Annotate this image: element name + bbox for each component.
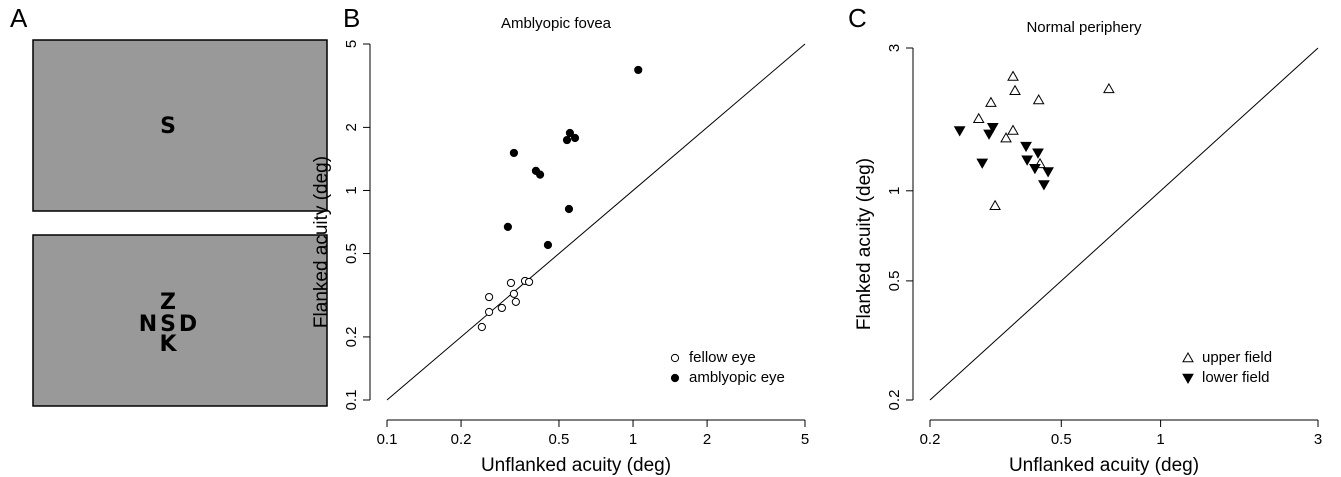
x-tick-label: 2 xyxy=(703,431,711,448)
legend-marker xyxy=(1182,351,1194,363)
point xyxy=(985,96,997,107)
point xyxy=(477,322,486,332)
x-tick-label: 5 xyxy=(801,431,809,448)
point xyxy=(1009,84,1021,95)
point xyxy=(1042,167,1054,178)
identity-line xyxy=(929,47,1319,401)
y-tick-label: 3 xyxy=(886,44,903,52)
point xyxy=(989,199,1001,211)
target-letter: S xyxy=(160,114,176,139)
point xyxy=(976,158,989,169)
point xyxy=(1007,70,1019,81)
y-axis-label: Flanked acuity (deg) xyxy=(854,158,875,330)
y-tick-label: 0.2 xyxy=(343,326,360,347)
legend-marker xyxy=(1182,373,1194,385)
point xyxy=(524,277,534,287)
point xyxy=(506,278,516,288)
y-tick-label: 5 xyxy=(343,40,360,48)
x-tick-label: 0.5 xyxy=(1051,431,1072,448)
flanker-letter: K xyxy=(159,332,177,357)
y-tick-label: 0.5 xyxy=(343,243,360,264)
y-tick-label: 0.2 xyxy=(886,390,903,411)
identity-line xyxy=(386,43,806,401)
legend-marker xyxy=(670,353,680,363)
point xyxy=(503,222,512,232)
flanker-letter: Z xyxy=(160,290,176,315)
point xyxy=(565,128,575,138)
point xyxy=(972,112,985,124)
point xyxy=(1029,163,1041,175)
x-tick-label: 0.5 xyxy=(549,431,570,448)
point xyxy=(1021,155,1034,166)
x-tick-label: 0.2 xyxy=(451,431,472,448)
chart-title: Normal periphery xyxy=(1026,19,1142,36)
y-tick-label: 1 xyxy=(343,186,360,194)
point xyxy=(1103,82,1115,94)
legend-marker xyxy=(670,373,680,383)
panel-label: A xyxy=(10,3,28,33)
point xyxy=(562,135,572,145)
x-axis-label: Unflanked acuity (deg) xyxy=(481,455,671,476)
point xyxy=(983,129,995,140)
panel-label: B xyxy=(343,3,360,33)
point xyxy=(634,65,643,75)
point xyxy=(564,204,574,214)
point xyxy=(1032,148,1044,159)
x-tick-label: 0.2 xyxy=(920,431,941,448)
flanker-letter: N xyxy=(139,312,157,337)
stimulus-display xyxy=(32,39,328,212)
flanker-letter: D xyxy=(179,312,197,337)
point xyxy=(497,303,506,313)
legend-label: fellow eye xyxy=(689,349,756,366)
point xyxy=(1032,94,1045,105)
chart-title: Amblyopic fovea xyxy=(501,15,612,32)
legend-label: upper field xyxy=(1202,349,1272,366)
x-tick-label: 1 xyxy=(629,431,637,448)
stimulus-display xyxy=(32,234,328,407)
point xyxy=(535,170,545,179)
x-axis-label: Unflanked acuity (deg) xyxy=(1009,455,1199,476)
point xyxy=(1000,132,1012,143)
y-axis-label: Flanked acuity (deg) xyxy=(311,156,332,328)
point xyxy=(953,126,966,137)
x-tick-label: 3 xyxy=(1314,431,1322,448)
y-tick-label: 0.1 xyxy=(343,390,360,411)
point xyxy=(509,289,519,298)
point xyxy=(509,148,519,158)
point xyxy=(511,297,520,306)
x-tick-label: 0.1 xyxy=(377,431,398,448)
y-tick-label: 0.5 xyxy=(886,270,903,291)
point xyxy=(986,123,999,134)
legend-label: lower field xyxy=(1202,369,1270,386)
target-letter: S xyxy=(160,312,176,337)
legend-label: amblyopic eye xyxy=(689,369,785,386)
point xyxy=(1020,141,1032,153)
point xyxy=(484,307,494,317)
y-tick-label: 2 xyxy=(343,123,360,131)
point xyxy=(1007,124,1019,135)
x-tick-label: 1 xyxy=(1156,431,1164,448)
point xyxy=(484,292,494,302)
point xyxy=(1038,180,1050,191)
point xyxy=(543,240,553,250)
point xyxy=(570,133,580,143)
y-tick-label: 1 xyxy=(886,187,903,195)
panel-label: C xyxy=(848,3,867,33)
